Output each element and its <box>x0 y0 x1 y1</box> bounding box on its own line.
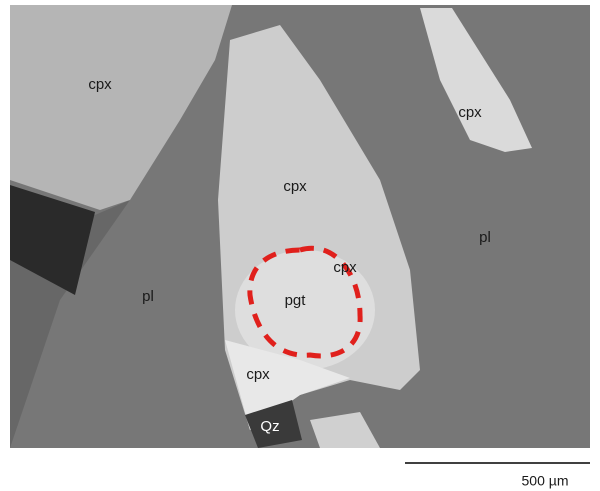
mineral-label: pl <box>479 229 491 246</box>
micrograph-figure: cpx cpx cpx pl cpx pl pgt cpx Qz 500 µm <box>0 0 600 491</box>
scale-bar-label: 500 µm <box>522 473 569 489</box>
mineral-label: pgt <box>285 292 307 309</box>
mineral-label: cpx <box>458 104 482 121</box>
mineral-label: cpx <box>246 366 270 383</box>
bse-image: cpx cpx cpx pl cpx pl pgt cpx Qz <box>10 5 590 448</box>
mineral-label: cpx <box>333 259 357 276</box>
mineral-label: cpx <box>88 76 112 93</box>
mineral-label: pl <box>142 288 154 305</box>
mineral-label: cpx <box>283 178 307 195</box>
mineral-label: Qz <box>260 418 279 435</box>
